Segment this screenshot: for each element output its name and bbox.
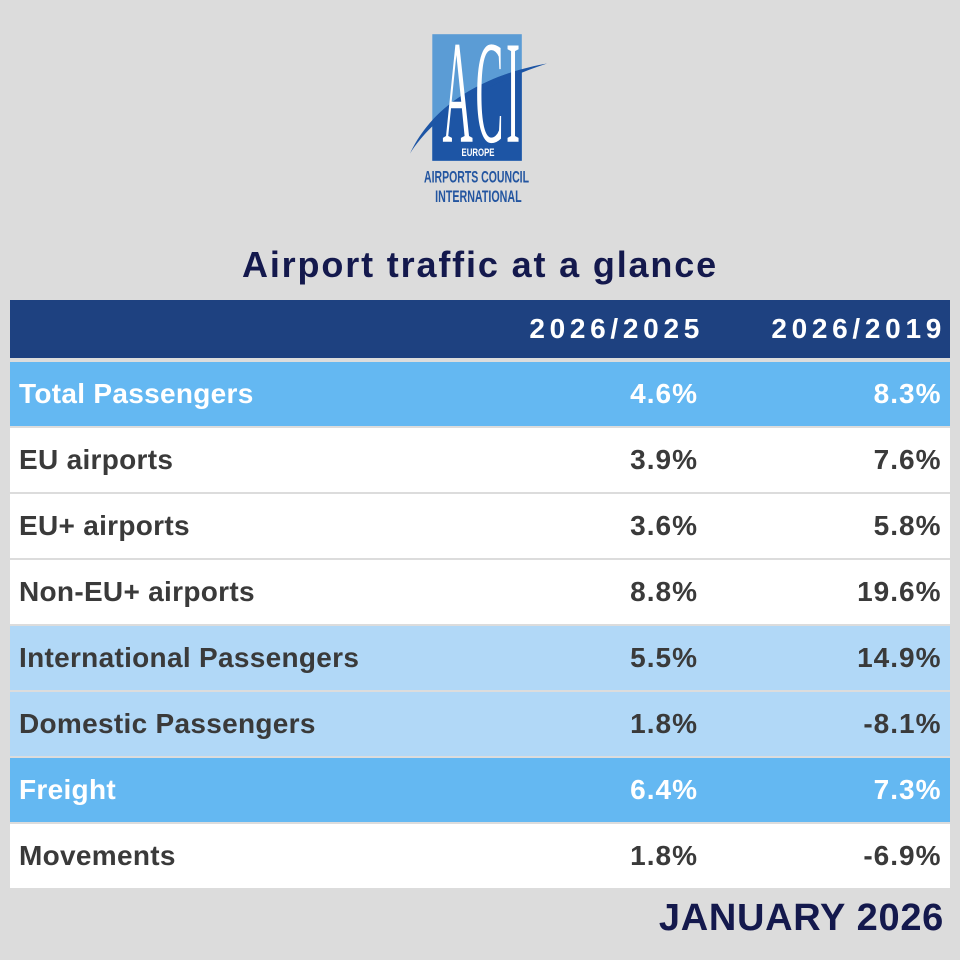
svg-text:ACI: ACI (443, 25, 523, 174)
svg-text:EUROPE: EUROPE (462, 147, 495, 159)
svg-text:AIRPORTS COUNCIL: AIRPORTS COUNCIL (424, 169, 529, 187)
svg-text:INTERNATIONAL: INTERNATIONAL (435, 188, 522, 206)
